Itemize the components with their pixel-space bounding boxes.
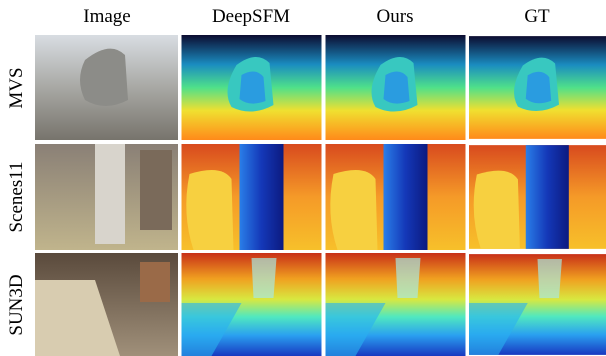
column-header: GT (524, 6, 550, 27)
depth-map (469, 145, 606, 249)
photo (35, 144, 178, 250)
row-label: MVS (6, 67, 27, 108)
depth-map (326, 144, 466, 250)
depth-map (469, 254, 606, 355)
column-header: Image (83, 6, 130, 27)
depth-map (326, 253, 466, 356)
depth-map (182, 144, 322, 250)
figure: Image DeepSFM Ours GT MVS Scenes11 SUN3D (0, 0, 606, 356)
row-label: Scenes11 (6, 161, 27, 232)
object (140, 262, 170, 302)
depth-map (469, 36, 606, 139)
object (95, 144, 125, 244)
column-header: Ours (377, 6, 414, 27)
object (140, 150, 172, 230)
column-header: DeepSFM (212, 6, 290, 27)
photo (35, 253, 178, 356)
row-label: SUN3D (6, 274, 27, 335)
depth-map (182, 253, 322, 356)
depth-map (326, 35, 466, 140)
photo (35, 35, 178, 140)
depth-map (182, 35, 322, 140)
